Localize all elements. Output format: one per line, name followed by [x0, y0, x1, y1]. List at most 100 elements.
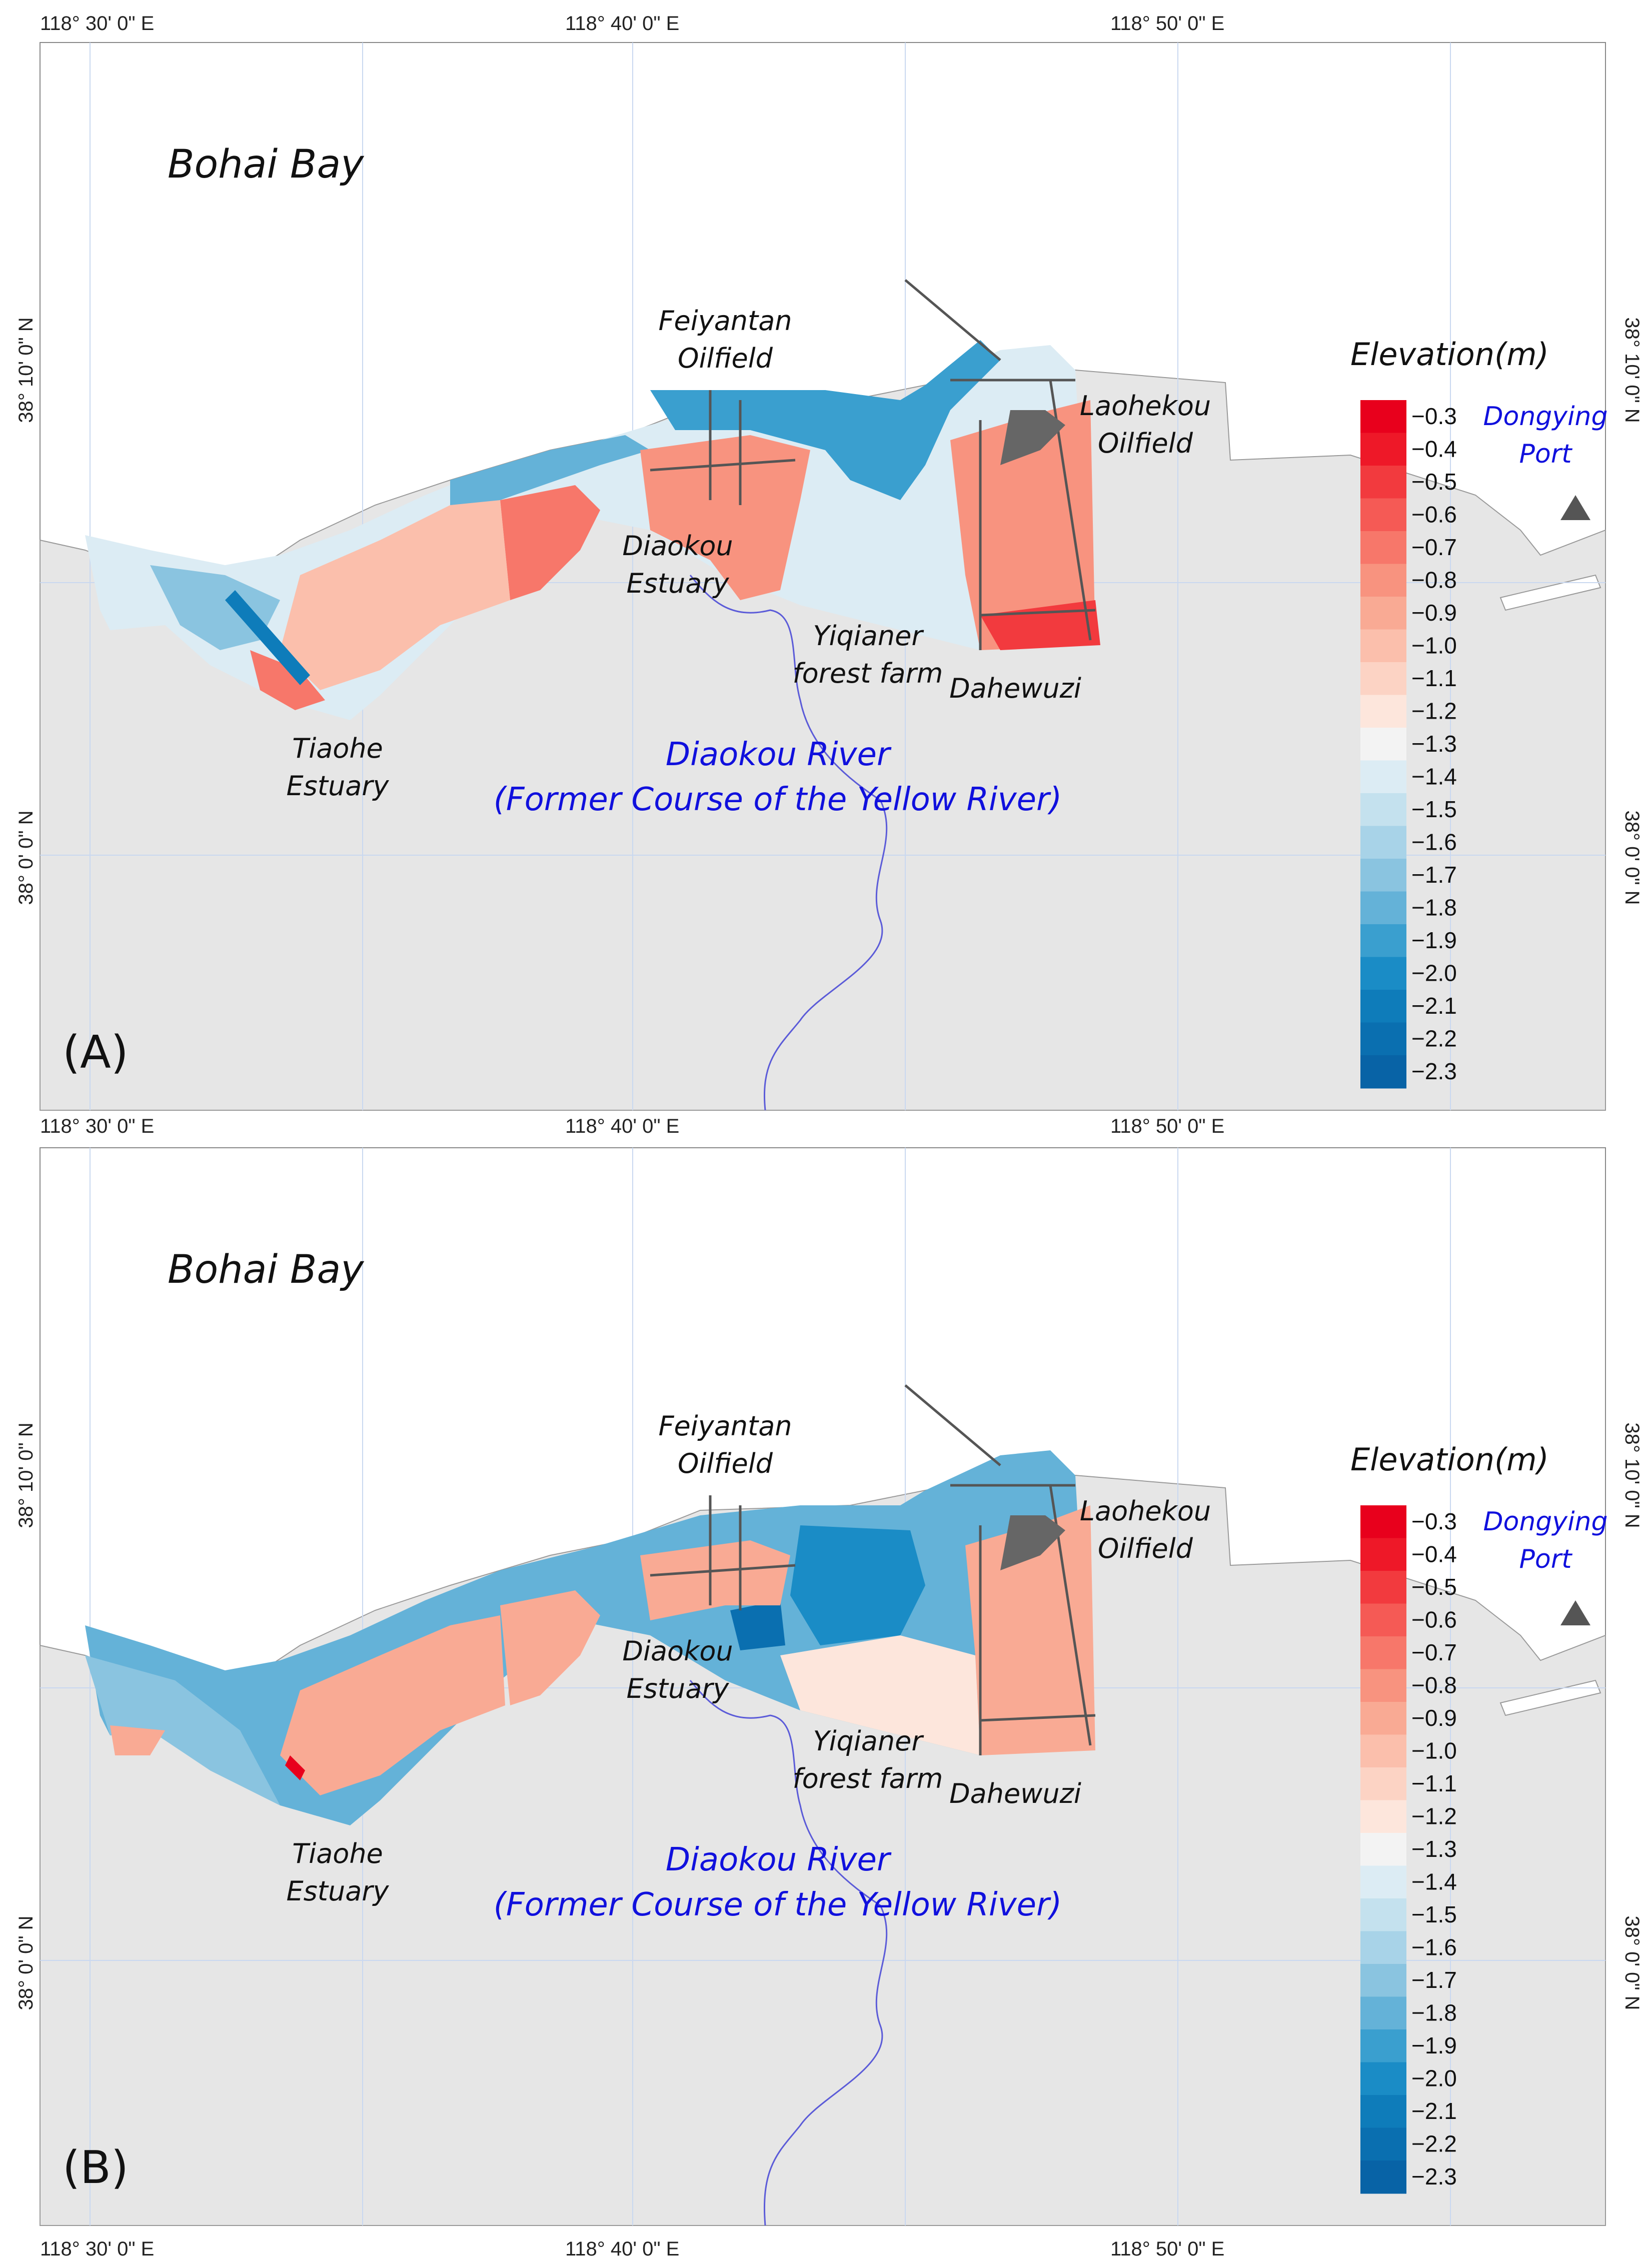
- legend-tick-label: −1.5: [1411, 796, 1457, 822]
- legend-tick-label: −0.6: [1411, 502, 1457, 528]
- legend-tick-label: −1.5: [1411, 1901, 1457, 1927]
- lon-top-2: 118° 40' 0" E: [565, 13, 679, 35]
- label-river-1: Diaokou River: [666, 1841, 892, 1878]
- legend-tick-label: −2.1: [1411, 993, 1457, 1019]
- legend-tick-label: −2.3: [1411, 1058, 1457, 1084]
- label-laohekou-1: Laohekou: [1080, 1495, 1211, 1527]
- legend-swatch: [1360, 466, 1406, 499]
- legend-tick-label: −0.3: [1411, 1508, 1457, 1534]
- label-diaokou-estuary-1: Diaokou: [622, 1635, 733, 1667]
- label-dongying-2: Port: [1519, 1544, 1573, 1574]
- legend-tick-label: −1.6: [1411, 829, 1457, 855]
- lon-bottom-2: 118° 40' 0" E: [565, 2238, 679, 2260]
- legend-swatch: [1360, 695, 1406, 728]
- elevation-surface: [85, 1450, 1095, 1825]
- lon-bottom-3: 118° 50' 0" E: [1110, 1115, 1224, 1135]
- triangle-icon: [1560, 495, 1590, 520]
- legend-tick-label: −2.0: [1411, 2065, 1457, 2091]
- legend-tick-label: −1.2: [1411, 698, 1457, 724]
- legend-swatch: [1360, 564, 1406, 597]
- label-dongying-2: Port: [1519, 439, 1573, 469]
- lat-left-2: 38° 0' 0" N: [15, 810, 37, 905]
- label-yiqianer-1: Yiqianer: [813, 620, 924, 652]
- label-dongying-1: Dongying: [1483, 1507, 1607, 1537]
- label-dahewuzi: Dahewuzi: [949, 673, 1081, 704]
- legend-swatch: [1360, 597, 1406, 630]
- panel-label-b: (B): [63, 2141, 129, 2194]
- map-panel-b: (B) Bohai Bay Feiyantan Oilfield Laoheko…: [0, 1105, 1650, 2268]
- label-yiqianer-2: forest farm: [793, 1763, 943, 1794]
- legend-swatch: [1360, 1996, 1406, 2030]
- elevation-surface: [85, 340, 1100, 720]
- diaokou-river: [689, 1680, 888, 2226]
- legend-swatch: [1360, 1636, 1406, 1670]
- label-dongying-1: Dongying: [1483, 402, 1607, 432]
- label-diaokou-estuary-1: Diaokou: [622, 530, 733, 562]
- lon-bottom-1: 118° 30' 0" E: [40, 1115, 154, 1135]
- map-frame: [40, 1147, 1606, 2226]
- legend-tick-label: −1.1: [1411, 665, 1457, 691]
- legend-swatch: [1360, 2029, 1406, 2063]
- label-tiaohe-2: Estuary: [287, 770, 390, 802]
- label-bohai-bay: Bohai Bay: [168, 142, 365, 187]
- legend-tick-label: −1.9: [1411, 2032, 1457, 2058]
- legend-tick-label: −1.7: [1411, 862, 1457, 888]
- label-tiaohe-2: Estuary: [287, 1875, 390, 1907]
- legend-swatch: [1360, 1833, 1406, 1866]
- legend-tick-label: −1.0: [1411, 633, 1457, 659]
- legend-swatch: [1360, 760, 1406, 794]
- legend-swatch: [1360, 498, 1406, 532]
- diaokou-river: [689, 575, 888, 1111]
- map-panel-a: 118° 30' 0" E 118° 40' 0" E 118° 50' 0" …: [15, 13, 1643, 1135]
- map-a-svg: 118° 30' 0" E 118° 40' 0" E 118° 50' 0" …: [15, 13, 1643, 1135]
- legend-swatch: [1360, 629, 1406, 663]
- legend-tick-label: −1.4: [1411, 764, 1457, 790]
- label-laohekou-2: Oilfield: [1098, 428, 1193, 459]
- legend-swatch: [1360, 891, 1406, 925]
- legend-tick-label: −0.7: [1411, 1639, 1457, 1665]
- label-tiaohe-1: Tiaohe: [292, 733, 383, 764]
- legend-swatch: [1360, 2062, 1406, 2095]
- legend-tick-label: −0.8: [1411, 567, 1457, 593]
- panel-label-a: (A): [63, 1026, 129, 1079]
- legend-tick-label: −2.1: [1411, 2098, 1457, 2124]
- label-yiqianer-2: forest farm: [793, 658, 943, 689]
- legend-swatch: [1360, 728, 1406, 761]
- legend-tick-label: −0.8: [1411, 1672, 1457, 1698]
- legend-swatch: [1360, 859, 1406, 892]
- lat-left-1: 38° 10' 0" N: [15, 317, 37, 423]
- legend-tick-label: −0.3: [1411, 403, 1457, 429]
- legend-swatch: [1360, 1767, 1406, 1801]
- lon-bottom-2: 118° 40' 0" E: [565, 1115, 679, 1135]
- legend-tick-label: −0.5: [1411, 469, 1457, 495]
- laohekou-oilfield-block: [1000, 1515, 1065, 1570]
- legend-swatch: [1360, 1669, 1406, 1702]
- legend-tick-label: −1.9: [1411, 927, 1457, 953]
- legend-swatch: [1360, 793, 1406, 827]
- label-feiyantan-1: Feiyantan: [658, 1410, 792, 1442]
- legend-tick-label: −1.2: [1411, 1803, 1457, 1829]
- legend-swatch: [1360, 2127, 1406, 2161]
- laohekou-oilfield-block: [1000, 410, 1065, 465]
- legend-tick-label: −0.4: [1411, 1541, 1457, 1567]
- label-diaokou-estuary-2: Estuary: [627, 568, 730, 599]
- legend-swatch: [1360, 990, 1406, 1023]
- lat-right-2: 38° 0' 0" N: [1621, 1915, 1643, 2010]
- legend-swatch: [1360, 1603, 1406, 1637]
- legend-tick-label: −1.7: [1411, 1967, 1457, 1993]
- legend-swatch: [1360, 1702, 1406, 1735]
- legend-swatch: [1360, 2160, 1406, 2194]
- legend-swatch: [1360, 1538, 1406, 1571]
- map-frame: [40, 42, 1606, 1111]
- legend-title-b: Elevation(m): [1350, 1441, 1549, 1478]
- label-laohekou-1: Laohekou: [1080, 390, 1211, 422]
- legend-swatch: [1360, 1055, 1406, 1089]
- label-feiyantan-1: Feiyantan: [658, 305, 792, 337]
- legend-swatch: [1360, 433, 1406, 466]
- lon-top-3: 118° 50' 0" E: [1110, 13, 1224, 35]
- legend-tick-label: −1.8: [1411, 2000, 1457, 2026]
- legend-swatch: [1360, 826, 1406, 859]
- legend-tick-label: −0.4: [1411, 436, 1457, 462]
- legend-tick-label: −1.0: [1411, 1738, 1457, 1764]
- label-river-2: (Former Course of the Yellow River): [494, 1886, 1062, 1923]
